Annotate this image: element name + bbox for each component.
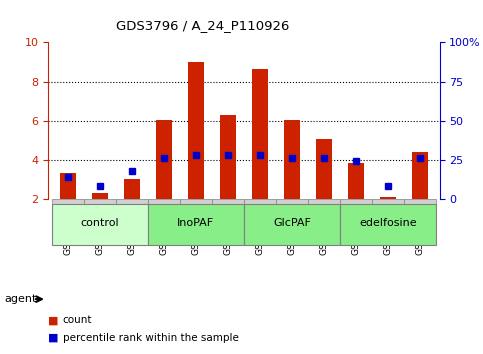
- Text: count: count: [63, 315, 92, 325]
- Bar: [148, 199, 180, 205]
- Bar: [220, 115, 236, 199]
- Bar: [188, 62, 204, 199]
- Bar: [115, 199, 148, 205]
- Bar: [244, 204, 340, 245]
- Text: InoPAF: InoPAF: [177, 218, 214, 228]
- Bar: [59, 173, 75, 199]
- Bar: [124, 179, 140, 199]
- Text: control: control: [80, 218, 119, 228]
- Bar: [380, 197, 396, 199]
- Text: GlcPAF: GlcPAF: [273, 218, 311, 228]
- Text: edelfosine: edelfosine: [359, 218, 417, 228]
- Bar: [92, 193, 108, 199]
- Text: percentile rank within the sample: percentile rank within the sample: [63, 333, 239, 343]
- Bar: [180, 199, 212, 205]
- Text: ■: ■: [48, 315, 59, 325]
- Bar: [340, 199, 372, 205]
- Bar: [308, 199, 340, 205]
- Bar: [316, 139, 332, 199]
- Bar: [156, 120, 172, 199]
- Bar: [212, 199, 244, 205]
- Bar: [404, 199, 436, 205]
- Bar: [244, 199, 276, 205]
- Bar: [52, 199, 84, 205]
- Bar: [148, 204, 244, 245]
- Bar: [276, 199, 308, 205]
- Bar: [340, 204, 436, 245]
- Text: GDS3796 / A_24_P110926: GDS3796 / A_24_P110926: [116, 19, 289, 32]
- Bar: [284, 120, 300, 199]
- Bar: [348, 163, 364, 199]
- Text: agent: agent: [5, 294, 37, 304]
- Bar: [252, 69, 268, 199]
- Bar: [372, 199, 404, 205]
- Text: ■: ■: [48, 333, 59, 343]
- Bar: [52, 204, 148, 245]
- Bar: [84, 199, 115, 205]
- Bar: [412, 152, 428, 199]
